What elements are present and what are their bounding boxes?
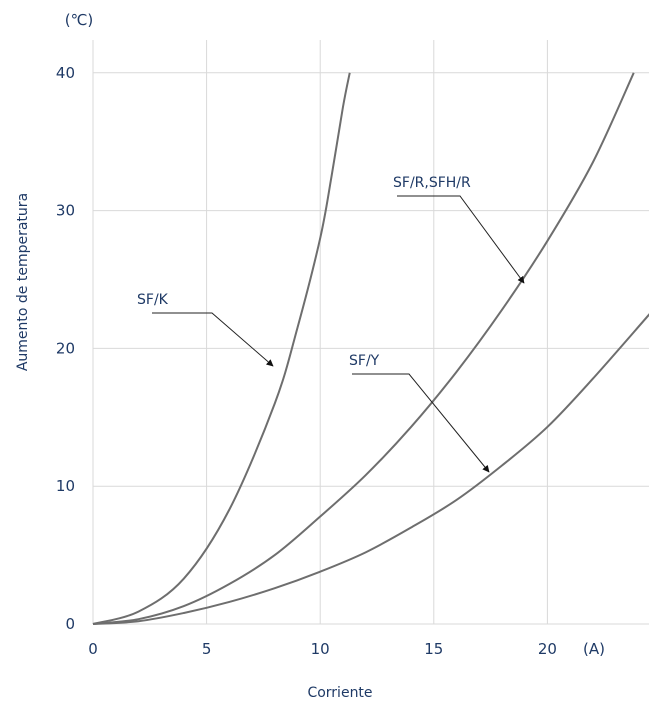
x-axis-title: Corriente <box>307 685 372 701</box>
series-line <box>92 72 351 625</box>
y-tick-label: 0 <box>65 615 75 633</box>
y-unit-label: (℃) <box>65 11 94 29</box>
x-tick-label: 5 <box>202 640 212 658</box>
series-leaders <box>152 195 525 473</box>
curves <box>92 72 649 625</box>
x-unit-label: (A) <box>583 640 605 658</box>
x-tick-label: 0 <box>88 640 98 658</box>
series-label: SF/K <box>137 292 169 308</box>
series-line <box>92 313 649 625</box>
series-leader-arrow <box>152 312 274 367</box>
series-leader-arrow <box>352 373 490 473</box>
series-label: SF/Y <box>349 353 380 369</box>
labels: 0 5 10 15 20 0 10 20 30 40 (A) (℃) Corriente Aumento … <box>15 11 605 701</box>
y-tick-label: 10 <box>56 477 75 495</box>
x-tick-label: 10 <box>311 640 330 658</box>
series-leader-arrow <box>397 195 525 284</box>
series-line <box>92 72 635 625</box>
x-tick-label: 20 <box>538 640 557 658</box>
x-tick-label: 15 <box>424 640 443 658</box>
y-tick-label: 40 <box>56 64 75 82</box>
y-axis-title: Aumento de temperatura <box>15 193 31 371</box>
y-tick-label: 30 <box>56 202 75 220</box>
grid <box>92 40 649 625</box>
y-tick-label: 20 <box>56 339 75 357</box>
series-label: SF/R,SFH/R <box>393 175 471 191</box>
